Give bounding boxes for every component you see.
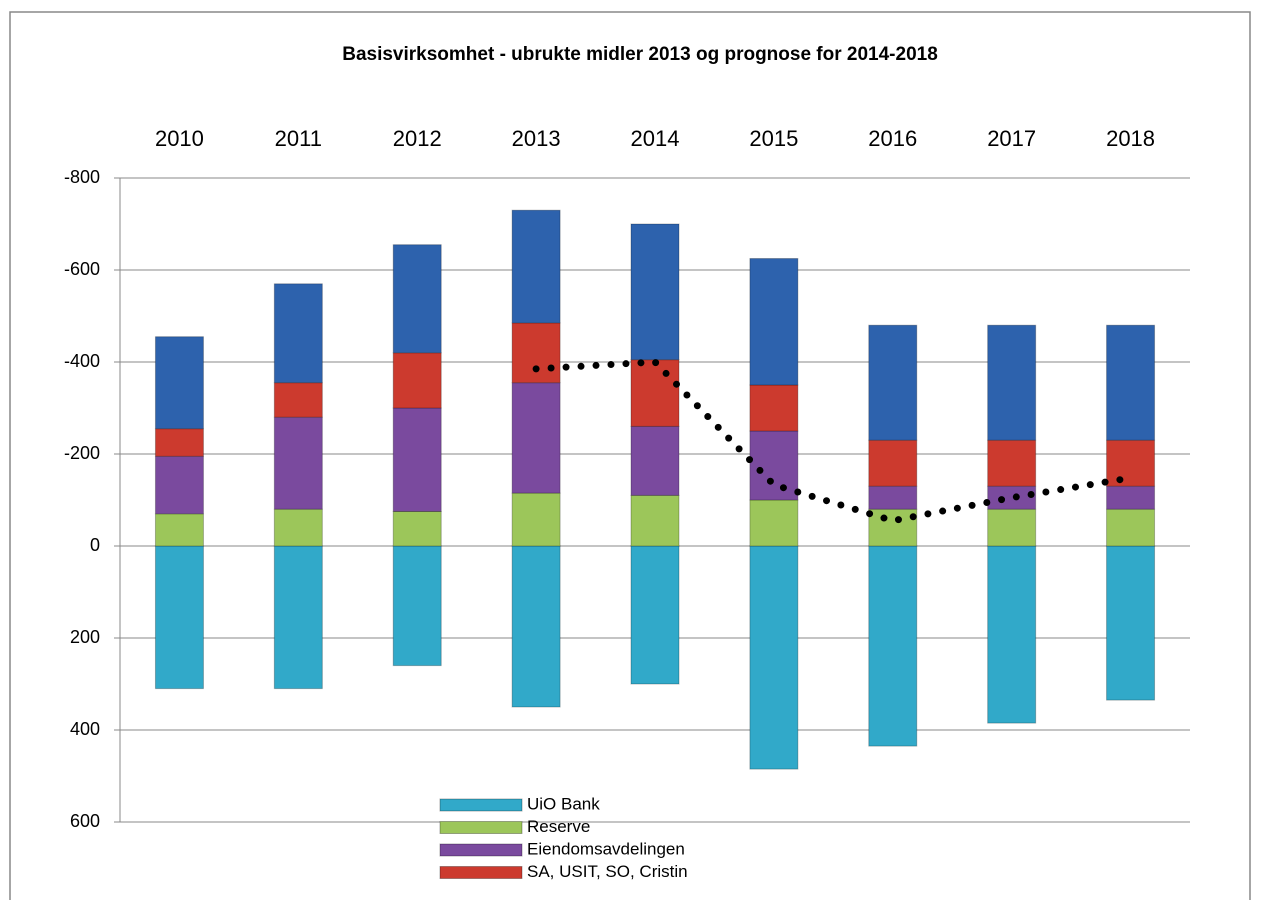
bar-segment	[868, 324, 918, 441]
bar-segment	[392, 407, 442, 512]
bar-segment	[154, 455, 204, 515]
y-tick-label: 0	[90, 535, 100, 555]
bar-segment	[511, 209, 561, 324]
bar-segment	[987, 324, 1037, 441]
bar-segment	[273, 382, 323, 418]
bar-segment	[392, 545, 442, 667]
y-tick-label: 400	[70, 719, 100, 739]
bar-segment	[987, 545, 1037, 724]
bar-segment	[1106, 545, 1156, 701]
bar-segment	[987, 485, 1037, 510]
y-tick-label: 200	[70, 627, 100, 647]
bar-segment	[1106, 439, 1156, 487]
bar-segment	[630, 494, 680, 547]
bar-segment	[630, 545, 680, 685]
bar-segment	[1106, 324, 1156, 441]
bar-segment	[392, 244, 442, 354]
x-tick-label: 2015	[749, 126, 798, 151]
bar-segment	[392, 352, 442, 409]
y-tick-label: -400	[64, 351, 100, 371]
bar-segment	[511, 545, 561, 708]
x-tick-label: 2017	[987, 126, 1036, 151]
y-tick-label: -200	[64, 443, 100, 463]
x-tick-label: 2013	[512, 126, 561, 151]
legend-swatch	[439, 843, 523, 857]
bar-segment	[868, 545, 918, 747]
bar-segment	[630, 223, 680, 361]
bar-segment	[154, 336, 204, 430]
bar-segment	[511, 492, 561, 547]
bar-segment	[154, 428, 204, 457]
bar-segment	[868, 508, 918, 547]
bar-segment	[749, 499, 799, 547]
y-tick-label: 600	[70, 811, 100, 831]
legend-label: Eiendomsavdelingen	[527, 839, 685, 858]
legend-swatch	[439, 821, 523, 834]
x-tick-label: 2011	[275, 126, 322, 151]
bar-segment	[1106, 508, 1156, 547]
bar-segment	[392, 511, 442, 547]
bar-segment	[749, 384, 799, 432]
x-tick-label: 2014	[631, 126, 680, 151]
bar-segment	[511, 382, 561, 494]
x-tick-label: 2016	[868, 126, 917, 151]
bar-segment	[1106, 485, 1156, 510]
legend-label: Reserve	[527, 817, 590, 836]
bar-segment	[154, 545, 204, 690]
bar-segment	[987, 508, 1037, 547]
x-tick-label: 2012	[393, 126, 442, 151]
bar-segment	[273, 545, 323, 690]
bar-segment	[749, 430, 799, 501]
y-tick-label: -600	[64, 259, 100, 279]
bar-segment	[154, 513, 204, 547]
bar-segment	[630, 359, 680, 427]
bar-segment	[868, 485, 918, 510]
bar-segment	[749, 258, 799, 386]
legend-swatch	[439, 866, 523, 879]
bar-segment	[273, 283, 323, 384]
bar-segment	[630, 425, 680, 496]
legend-label: UiO Bank	[527, 794, 600, 813]
y-tick-label: -800	[64, 167, 100, 187]
legend-swatch	[439, 798, 523, 812]
bar-segment	[868, 439, 918, 487]
chart-frame	[9, 11, 1251, 900]
line-series	[532, 358, 1135, 525]
x-tick-label: 2018	[1106, 126, 1155, 151]
x-tick-label: 2010	[155, 126, 204, 151]
bar-segment	[511, 322, 561, 384]
bar-segment	[273, 508, 323, 547]
legend-label: SA, USIT, SO, Cristin	[527, 862, 688, 881]
bar-segment	[987, 439, 1037, 487]
chart-title: Basisvirksomhet - ubrukte midler 2013 og…	[342, 44, 938, 65]
bar-segment	[273, 416, 323, 510]
bar-segment	[749, 545, 799, 770]
